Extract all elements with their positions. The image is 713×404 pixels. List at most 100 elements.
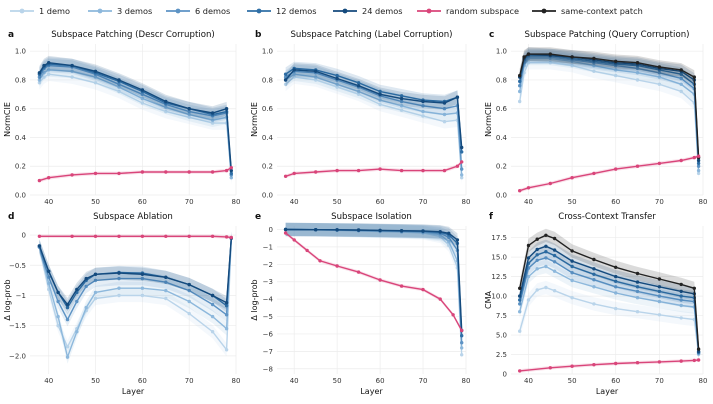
data-point bbox=[187, 299, 191, 304]
data-point bbox=[164, 275, 168, 279]
legend-label-d12: 12 demos bbox=[276, 6, 317, 16]
data-point bbox=[614, 279, 618, 283]
data-point bbox=[635, 296, 640, 300]
x-tick-label: 70 bbox=[185, 198, 194, 206]
data-point bbox=[592, 278, 596, 282]
data-point bbox=[635, 361, 640, 365]
data-point bbox=[65, 305, 70, 310]
data-point bbox=[570, 176, 574, 180]
data-point bbox=[635, 285, 640, 289]
data-point bbox=[378, 98, 382, 102]
panel-letter-c: c bbox=[489, 30, 494, 40]
legend-entry-d6: 6 demos bbox=[166, 6, 230, 16]
data-point bbox=[47, 72, 51, 76]
data-point bbox=[140, 88, 145, 92]
data-point bbox=[592, 63, 596, 68]
data-point bbox=[442, 120, 447, 124]
data-point bbox=[657, 313, 662, 317]
data-point bbox=[314, 78, 318, 82]
data-point bbox=[526, 274, 531, 279]
data-point bbox=[42, 63, 46, 68]
data-point bbox=[117, 276, 121, 281]
data-point bbox=[679, 294, 683, 298]
data-point bbox=[399, 99, 404, 104]
series-band bbox=[39, 58, 232, 182]
data-point bbox=[679, 89, 683, 94]
data-point bbox=[570, 364, 574, 368]
data-point bbox=[696, 168, 701, 173]
data-point bbox=[421, 287, 425, 292]
y-axis-label-e: Δ log-prob bbox=[250, 279, 259, 320]
data-point bbox=[635, 289, 640, 294]
data-point bbox=[421, 109, 425, 114]
y-tick-label: 0 bbox=[269, 226, 273, 234]
y-tick-label: 7.5 bbox=[496, 312, 507, 320]
data-point bbox=[187, 107, 191, 111]
data-point bbox=[314, 228, 318, 232]
data-point bbox=[283, 82, 288, 87]
series-band bbox=[519, 47, 699, 168]
data-point bbox=[518, 99, 522, 104]
data-point bbox=[229, 166, 233, 170]
x-tick-label: 60 bbox=[611, 377, 620, 385]
y-tick-label: −3 bbox=[263, 278, 273, 286]
series-rand bbox=[37, 234, 233, 240]
data-point bbox=[37, 178, 42, 183]
data-point bbox=[187, 112, 191, 117]
data-point bbox=[187, 234, 191, 238]
y-tick-label: 1.0 bbox=[262, 48, 273, 56]
y-tick-label: 0.2 bbox=[15, 163, 26, 171]
series-line bbox=[285, 228, 463, 348]
data-point bbox=[47, 68, 51, 72]
y-tick-label: −8 bbox=[263, 365, 273, 373]
data-point bbox=[210, 121, 215, 125]
data-point bbox=[210, 314, 215, 319]
series-rand bbox=[283, 160, 464, 179]
x-tick-label: 40 bbox=[44, 377, 53, 385]
data-point bbox=[314, 75, 318, 79]
data-point bbox=[657, 299, 662, 304]
data-point bbox=[696, 158, 701, 163]
data-point bbox=[229, 171, 233, 176]
data-point bbox=[210, 170, 215, 174]
x-tick-label: 40 bbox=[44, 198, 53, 206]
data-point bbox=[164, 234, 168, 238]
series-band bbox=[519, 228, 699, 356]
y-axis-label-b: NormCIE bbox=[250, 102, 259, 137]
data-point bbox=[518, 84, 522, 88]
series-d3 bbox=[283, 222, 464, 355]
data-point bbox=[447, 240, 451, 244]
data-point bbox=[657, 65, 662, 69]
data-point bbox=[657, 289, 662, 294]
data-point bbox=[442, 107, 447, 111]
data-point bbox=[518, 73, 522, 78]
data-point bbox=[93, 75, 98, 79]
series-d24 bbox=[283, 222, 464, 338]
data-point bbox=[65, 355, 70, 359]
data-point bbox=[460, 334, 464, 338]
data-point bbox=[518, 294, 522, 298]
data-point bbox=[592, 363, 596, 367]
data-point bbox=[140, 276, 145, 281]
series-same bbox=[518, 47, 701, 165]
data-point bbox=[378, 278, 382, 282]
data-point bbox=[614, 306, 618, 311]
series-band bbox=[285, 222, 462, 355]
data-point bbox=[548, 366, 552, 370]
data-point bbox=[447, 231, 451, 235]
data-point bbox=[692, 358, 696, 363]
data-point bbox=[552, 236, 557, 241]
data-point bbox=[314, 170, 318, 174]
series-line bbox=[38, 238, 232, 322]
data-point bbox=[187, 311, 191, 316]
data-point bbox=[283, 231, 288, 235]
data-point bbox=[635, 78, 640, 82]
data-point bbox=[657, 82, 662, 87]
data-point bbox=[164, 296, 168, 301]
x-tick-label: 80 bbox=[462, 377, 471, 385]
series-line bbox=[519, 62, 700, 174]
legend-entry-d12: 12 demos bbox=[247, 6, 317, 16]
data-point bbox=[692, 286, 696, 290]
data-point bbox=[37, 234, 42, 238]
data-point bbox=[570, 296, 574, 300]
